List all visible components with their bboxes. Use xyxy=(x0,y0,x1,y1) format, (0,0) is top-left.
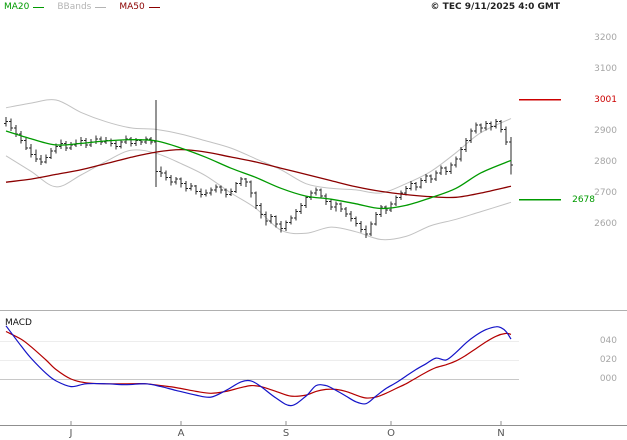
x-axis-label-september: S xyxy=(282,428,290,439)
macd-tick-040: 040 xyxy=(599,336,617,346)
price-tick-2600: 2600 xyxy=(594,219,617,229)
legend-item-ma50: MA50 xyxy=(119,2,160,12)
support-level-label: 2678 xyxy=(572,195,595,205)
x-axis-label-august: A xyxy=(177,428,185,439)
price-tick-2900: 2900 xyxy=(594,126,617,136)
price-tick-2700: 2700 xyxy=(594,188,617,198)
x-axis-label-october: O xyxy=(387,428,395,439)
legend-label-bbands: BBands xyxy=(57,2,92,12)
legend-label-ma50: MA50 xyxy=(119,2,145,12)
month-tick-marks xyxy=(70,421,502,426)
price-tick-3200: 3200 xyxy=(594,33,617,43)
macd-tick-000: 000 xyxy=(599,374,617,384)
legend-item-ma20: MA20 xyxy=(4,2,45,12)
bollinger-lower-line xyxy=(5,149,512,241)
x-axis-label-july: J xyxy=(69,428,73,439)
legend-item-bbands: BBands xyxy=(57,2,107,12)
legend-label-ma20: MA20 xyxy=(4,2,30,12)
ma50-line xyxy=(5,148,512,199)
macd-panel-title: MACD xyxy=(5,318,32,328)
bollinger-upper-line xyxy=(5,99,512,194)
price-tick-2800: 2800 xyxy=(594,157,617,167)
ma20-line-swatch-icon xyxy=(33,6,45,8)
copyright-text: © TEC 9/11/2025 4:0 GMT xyxy=(430,2,560,12)
price-tick-3100: 3100 xyxy=(594,64,617,74)
resistance-level-label: 3001 xyxy=(594,95,617,105)
ohlc-candles xyxy=(4,100,513,238)
ma20-line xyxy=(5,130,512,210)
chart-legend: MA20 BBands MA50 xyxy=(4,2,160,12)
macd-tick-020: 020 xyxy=(599,355,617,365)
x-axis-label-november: N xyxy=(497,428,505,439)
bbands-line-swatch-icon xyxy=(95,6,107,8)
macd-line xyxy=(5,325,512,407)
ma50-line-swatch-icon xyxy=(148,6,160,8)
